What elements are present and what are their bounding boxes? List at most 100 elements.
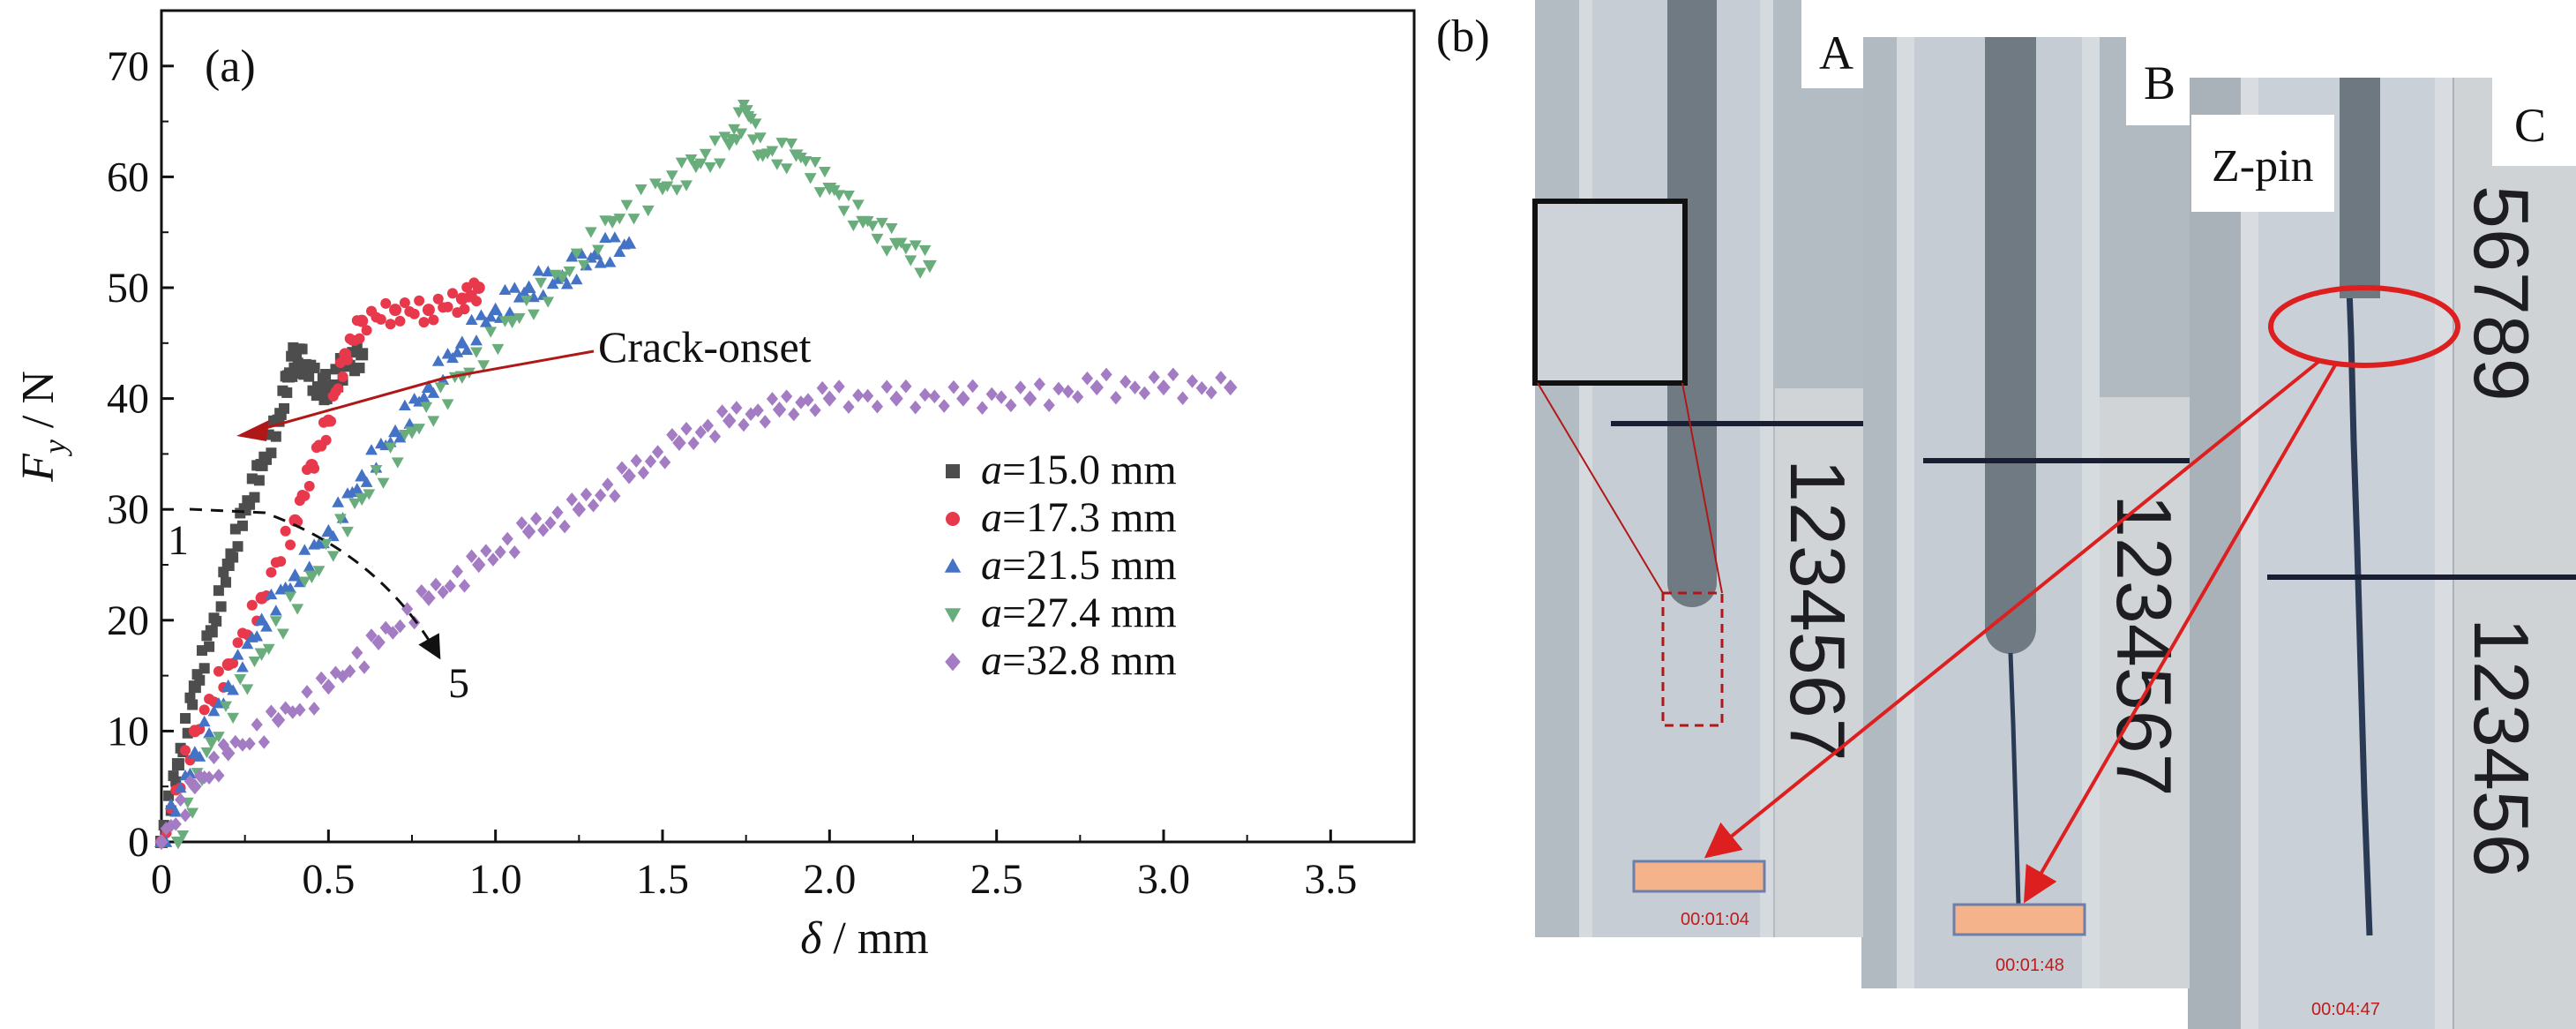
data-point [427, 416, 440, 427]
data-point [332, 496, 345, 507]
data-point [956, 390, 970, 407]
data-point [232, 637, 243, 649]
legend-marker [946, 512, 960, 526]
data-point [360, 476, 373, 487]
data-point [603, 256, 617, 267]
data-point [651, 445, 664, 459]
data-point [470, 334, 483, 346]
data-point [394, 315, 406, 327]
data-point [577, 259, 590, 271]
data-point [730, 401, 743, 415]
data-point [494, 545, 506, 560]
data-point [472, 282, 485, 294]
y-tick-label: 70 [107, 43, 149, 90]
data-point [458, 579, 471, 593]
data-point [180, 745, 191, 756]
data-point [169, 806, 183, 817]
legend-label-symbol: a [981, 542, 1002, 589]
data-point [995, 390, 1007, 404]
data-point [333, 514, 347, 525]
data-point [592, 244, 604, 256]
z-pin-label-box [2191, 115, 2334, 212]
data-point [609, 231, 621, 243]
data-point [213, 769, 225, 783]
data-point [833, 379, 845, 394]
data-point [1081, 371, 1094, 386]
data-point [809, 156, 822, 169]
data-point [837, 206, 850, 217]
data-point [488, 302, 503, 316]
data-point [641, 205, 655, 217]
data-point [622, 468, 636, 484]
data-point [326, 530, 340, 542]
legend-marker [946, 464, 960, 478]
data-point [685, 154, 698, 166]
x-tick-label: 1.5 [636, 856, 689, 903]
data-point [551, 505, 564, 520]
data-point [312, 566, 326, 577]
data-point [1138, 386, 1150, 401]
data-point [296, 343, 308, 355]
data-point [227, 684, 240, 695]
data-point [218, 567, 229, 578]
data-point [198, 663, 210, 674]
data-point [287, 371, 298, 382]
data-point [179, 808, 191, 822]
data-point [738, 417, 750, 432]
legend-entry: a=32.8 mm [945, 637, 1177, 684]
data-point [284, 591, 296, 603]
z-pin-arrow-to-photo-a [1704, 360, 2320, 859]
data-point [714, 158, 726, 169]
data-point [666, 427, 678, 442]
data-point [355, 469, 370, 482]
data-point [243, 736, 256, 751]
data-point [558, 519, 571, 534]
x-axis-title: δ / mm [800, 913, 929, 964]
data-point [451, 346, 464, 357]
data-point [213, 665, 224, 677]
data-point [659, 455, 671, 469]
photo-c-ruler [2454, 78, 2576, 1029]
data-point [914, 267, 927, 279]
data-point [258, 735, 270, 749]
photo-a-label: A [1819, 26, 1853, 79]
data-point [477, 360, 490, 372]
data-point [1043, 398, 1055, 412]
data-point [385, 319, 396, 330]
data-point [1052, 381, 1065, 396]
data-point [430, 577, 442, 592]
data-point [471, 296, 483, 307]
photo-c-label: C [2514, 99, 2546, 152]
data-point [416, 583, 428, 598]
data-point [570, 273, 583, 285]
data-point [609, 489, 621, 503]
photo-b-crack [2008, 652, 2022, 936]
data-point [414, 295, 425, 306]
panel-a-label: (a) [205, 41, 256, 92]
data-point [572, 501, 587, 518]
data-point [169, 817, 182, 831]
data-point [802, 393, 814, 408]
photo-b-timestamp: 00:01:48 [1996, 956, 2064, 975]
data-point [298, 544, 311, 555]
data-point [928, 389, 940, 404]
data-point [304, 570, 319, 583]
data-point [254, 612, 269, 626]
data-point [880, 379, 893, 394]
data-point [291, 604, 304, 615]
data-point [337, 371, 348, 382]
data-point [503, 306, 516, 318]
data-point [234, 673, 247, 686]
data-point [231, 649, 244, 660]
data-point [320, 434, 332, 446]
data-point [871, 399, 884, 414]
photo-a-notch-tip [1667, 558, 1717, 607]
data-point [900, 379, 912, 394]
data-point [164, 798, 177, 809]
data-point [221, 576, 232, 588]
data-point [265, 704, 278, 719]
data-point [1128, 380, 1142, 394]
x-tick-label: 2.5 [970, 856, 1023, 903]
x-axis: 0 0.5 1.0 1.5 2.0 2.5 3.0 3.5 [151, 830, 1357, 903]
data-point [563, 267, 576, 278]
